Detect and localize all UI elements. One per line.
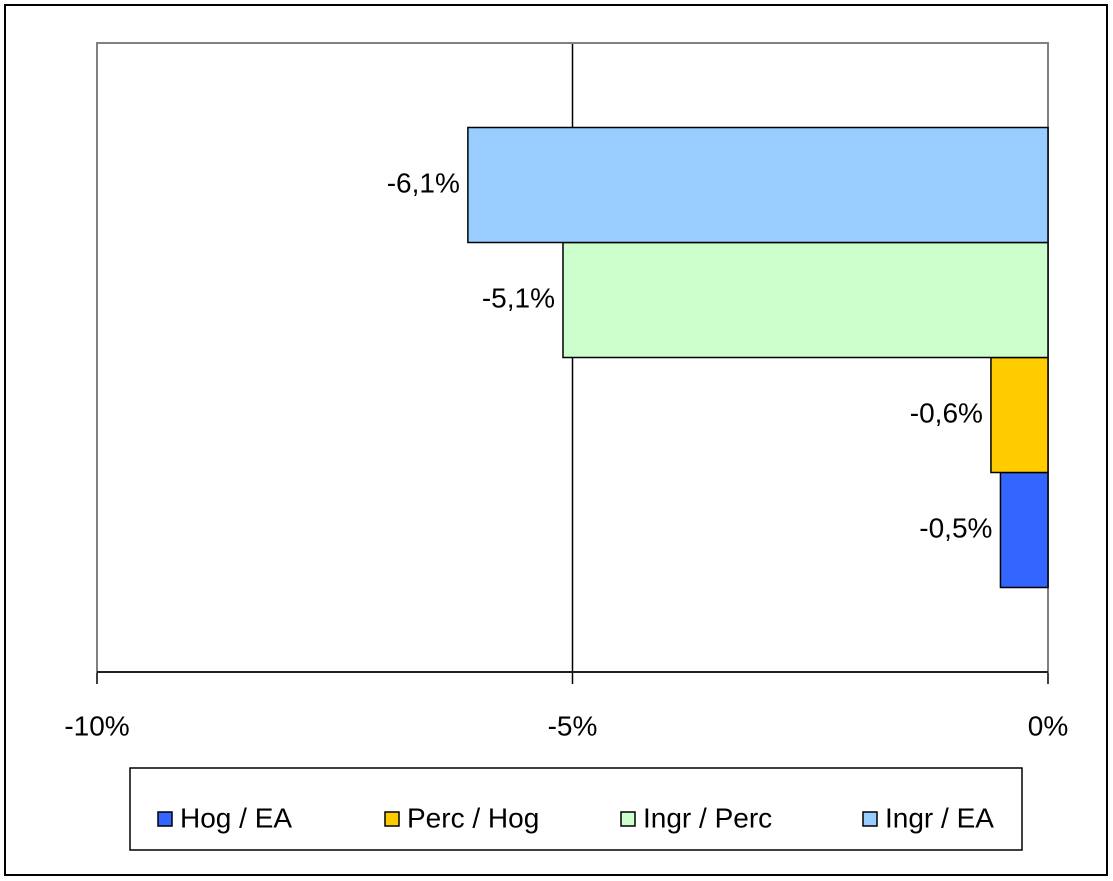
legend-swatch [157,811,173,827]
legend-label: Hog / EA [180,802,292,833]
legend-label: Perc / Hog [407,802,539,833]
legend-swatch [862,811,878,827]
data-label: -5,1% [482,282,555,313]
x-tick-label: -5% [548,710,598,741]
bar [562,241,1049,359]
bar [990,356,1049,474]
bar [467,126,1049,244]
data-label: -0,5% [919,512,992,543]
legend-swatch [384,811,400,827]
legend-box [129,767,1023,851]
data-label: -0,6% [910,397,983,428]
x-tick-label: 0% [1028,710,1068,741]
legend-label: Ingr / EA [885,802,994,833]
legend-swatch [620,811,636,827]
legend-label: Ingr / Perc [643,802,772,833]
x-tick-label: -10% [64,710,129,741]
bar [999,471,1049,589]
data-label: -6,1% [387,167,460,198]
